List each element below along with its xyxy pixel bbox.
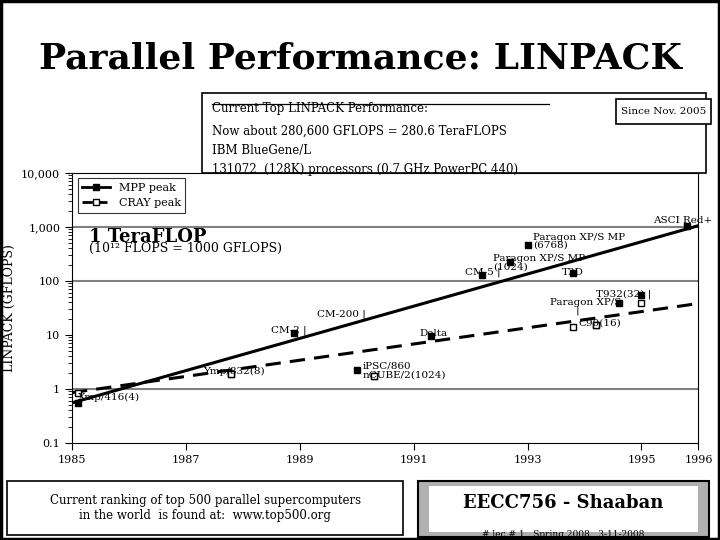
Text: (1024): (1024) <box>493 262 528 271</box>
Text: iPSC/860: iPSC/860 <box>362 361 411 370</box>
Text: EECC756 - Shaaban: EECC756 - Shaaban <box>463 494 664 512</box>
Text: Paragon XP/S MP: Paragon XP/S MP <box>493 254 585 264</box>
Text: (10¹² FLOPS = 1000 GFLOPS): (10¹² FLOPS = 1000 GFLOPS) <box>89 242 282 255</box>
Text: |: | <box>576 306 580 315</box>
Text: C90(16): C90(16) <box>579 318 621 327</box>
Text: 1 TeraFLOP: 1 TeraFLOP <box>89 228 207 246</box>
Text: Ymp/832(8): Ymp/832(8) <box>203 367 264 376</box>
Text: Current Top LINPACK Performance:: Current Top LINPACK Performance: <box>212 103 428 116</box>
Text: nCUBE/2(1024): nCUBE/2(1024) <box>362 370 446 379</box>
Text: Paragon XP/S MP: Paragon XP/S MP <box>534 233 626 242</box>
Text: # lec # 1   Spring 2008   3-11-2008: # lec # 1 Spring 2008 3-11-2008 <box>482 530 644 538</box>
FancyBboxPatch shape <box>202 93 706 173</box>
Text: Since Nov. 2005: Since Nov. 2005 <box>621 107 706 116</box>
Text: CM-5 |: CM-5 | <box>465 268 500 277</box>
Text: Xmp/416(4): Xmp/416(4) <box>78 393 140 402</box>
FancyBboxPatch shape <box>429 486 698 531</box>
Y-axis label: LINPACK (GFLOPS): LINPACK (GFLOPS) <box>2 244 16 372</box>
FancyBboxPatch shape <box>616 99 711 124</box>
Text: CM-2 |: CM-2 | <box>271 326 307 335</box>
Text: CM-200 |: CM-200 | <box>317 309 366 319</box>
Text: T932(32) |: T932(32) | <box>596 289 651 299</box>
Text: Paragon XP/S: Paragon XP/S <box>550 299 621 307</box>
Text: (6768): (6768) <box>534 241 568 249</box>
Text: Parallel Performance: LINPACK: Parallel Performance: LINPACK <box>39 42 681 76</box>
Text: ASCI Red+: ASCI Red+ <box>653 215 712 225</box>
FancyBboxPatch shape <box>418 481 709 537</box>
Text: Now about 280,600 GFLOPS = 280.6 TeraFLOPS: Now about 280,600 GFLOPS = 280.6 TeraFLO… <box>212 125 507 138</box>
Text: T3D: T3D <box>562 268 584 276</box>
Text: Current ranking of top 500 parallel supercomputers
in the world  is found at:  w: Current ranking of top 500 parallel supe… <box>50 494 361 522</box>
Text: IBM BlueGene/L: IBM BlueGene/L <box>212 144 311 157</box>
FancyBboxPatch shape <box>7 481 403 535</box>
Text: Delta: Delta <box>419 329 448 338</box>
Text: 131072  (128K) processors (0.7 GHz PowerPC 440): 131072 (128K) processors (0.7 GHz PowerP… <box>212 163 518 176</box>
Legend: MPP peak, CRAY peak: MPP peak, CRAY peak <box>78 178 185 213</box>
